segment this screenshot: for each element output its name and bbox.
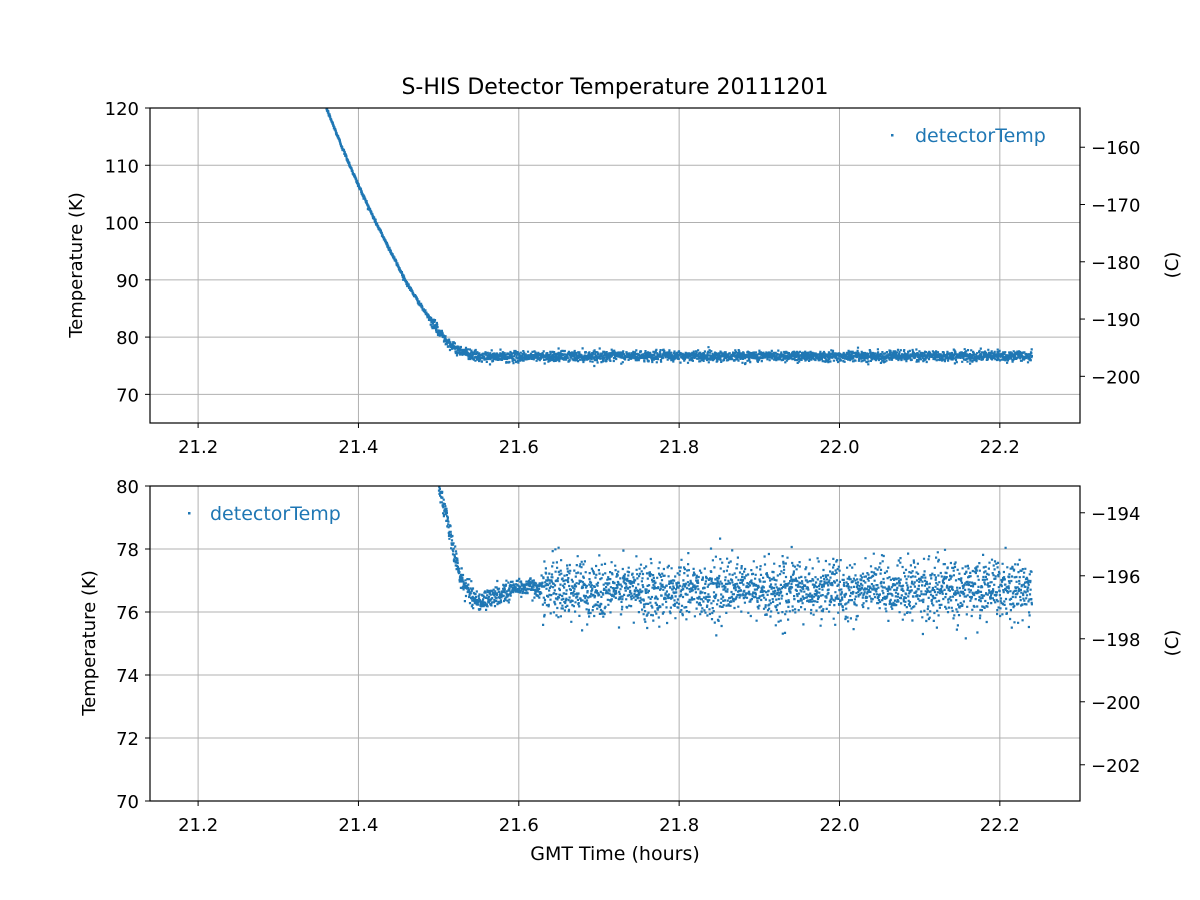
x-tick-label: 21.6 [499, 437, 539, 458]
top-legend: detectorTemp [891, 125, 1046, 147]
bottom-y-axis-label: Temperature (K) [79, 570, 100, 717]
y2-tick-label: −200 [1091, 693, 1140, 714]
top-y-ticks: 70 80 90 100 110 120 [105, 99, 150, 406]
y2-tick-label: −170 [1091, 196, 1140, 217]
x-axis-label: GMT Time (hours) [530, 843, 700, 865]
bottom-legend-marker [188, 512, 191, 515]
y-tick-label: 70 [116, 385, 139, 406]
x-tick-label: 21.4 [338, 437, 378, 458]
top-y2-axis-label: (C) [1162, 252, 1183, 279]
x-tick-label: 21.2 [178, 815, 218, 836]
top-legend-marker [891, 134, 894, 137]
bottom-y2-axis-label: (C) [1162, 630, 1183, 657]
x-tick-label: 22.0 [819, 815, 859, 836]
y-tick-label: 80 [116, 477, 139, 498]
y-tick-label: 78 [116, 540, 139, 561]
y-tick-label: 90 [116, 271, 139, 292]
bottom-legend: detectorTemp [188, 503, 341, 525]
bottom-y-ticks: 70 72 74 76 78 80 [116, 477, 150, 813]
x-tick-label: 21.6 [499, 815, 539, 836]
y-tick-label: 70 [116, 792, 139, 813]
y2-tick-label: −190 [1091, 310, 1140, 331]
y-tick-label: 110 [105, 156, 139, 177]
bottom-scatter-series [437, 486, 1033, 640]
y-tick-label: 80 [116, 328, 139, 349]
x-tick-label: 21.8 [659, 815, 699, 836]
x-tick-label: 22.2 [980, 815, 1020, 836]
y-tick-label: 74 [116, 666, 139, 687]
bottom-legend-label: detectorTemp [210, 503, 341, 525]
x-tick-label: 21.2 [178, 437, 218, 458]
y-tick-label: 120 [105, 99, 139, 120]
y2-tick-label: −200 [1091, 367, 1140, 388]
top-y2-ticks: −200 −190 −180 −170 −160 [1080, 138, 1140, 388]
top-plot-frame [149, 107, 1081, 424]
y-tick-label: 76 [116, 603, 139, 624]
y2-tick-label: −202 [1091, 756, 1140, 777]
x-tick-label: 22.2 [980, 437, 1020, 458]
y2-tick-label: −160 [1091, 138, 1140, 159]
top-grid [150, 107, 1080, 423]
bottom-y2-ticks: −202 −200 −198 −196 −194 [1080, 504, 1140, 777]
y-tick-label: 100 [105, 214, 139, 235]
top-y-axis-label: Temperature (K) [66, 192, 87, 339]
bottom-grid [150, 485, 1080, 802]
y2-tick-label: −180 [1091, 253, 1140, 274]
chart-title: S-HIS Detector Temperature 20111201 [401, 75, 828, 100]
bottom-x-ticks: 21.2 21.4 21.6 21.8 22.0 22.2 [178, 801, 1020, 836]
top-legend-label: detectorTemp [915, 125, 1046, 147]
x-tick-label: 22.0 [819, 437, 859, 458]
y2-tick-label: −196 [1091, 567, 1140, 588]
y2-tick-label: −194 [1091, 504, 1140, 525]
scatter-points-detectorTemp [437, 486, 1033, 640]
y-tick-label: 72 [116, 729, 139, 750]
top-x-ticks: 21.2 21.4 21.6 21.8 22.0 22.2 [178, 423, 1020, 458]
x-tick-label: 21.4 [338, 815, 378, 836]
bottom-plot-frame [149, 485, 1081, 802]
y2-tick-label: −198 [1091, 630, 1140, 651]
x-tick-label: 21.8 [659, 437, 699, 458]
